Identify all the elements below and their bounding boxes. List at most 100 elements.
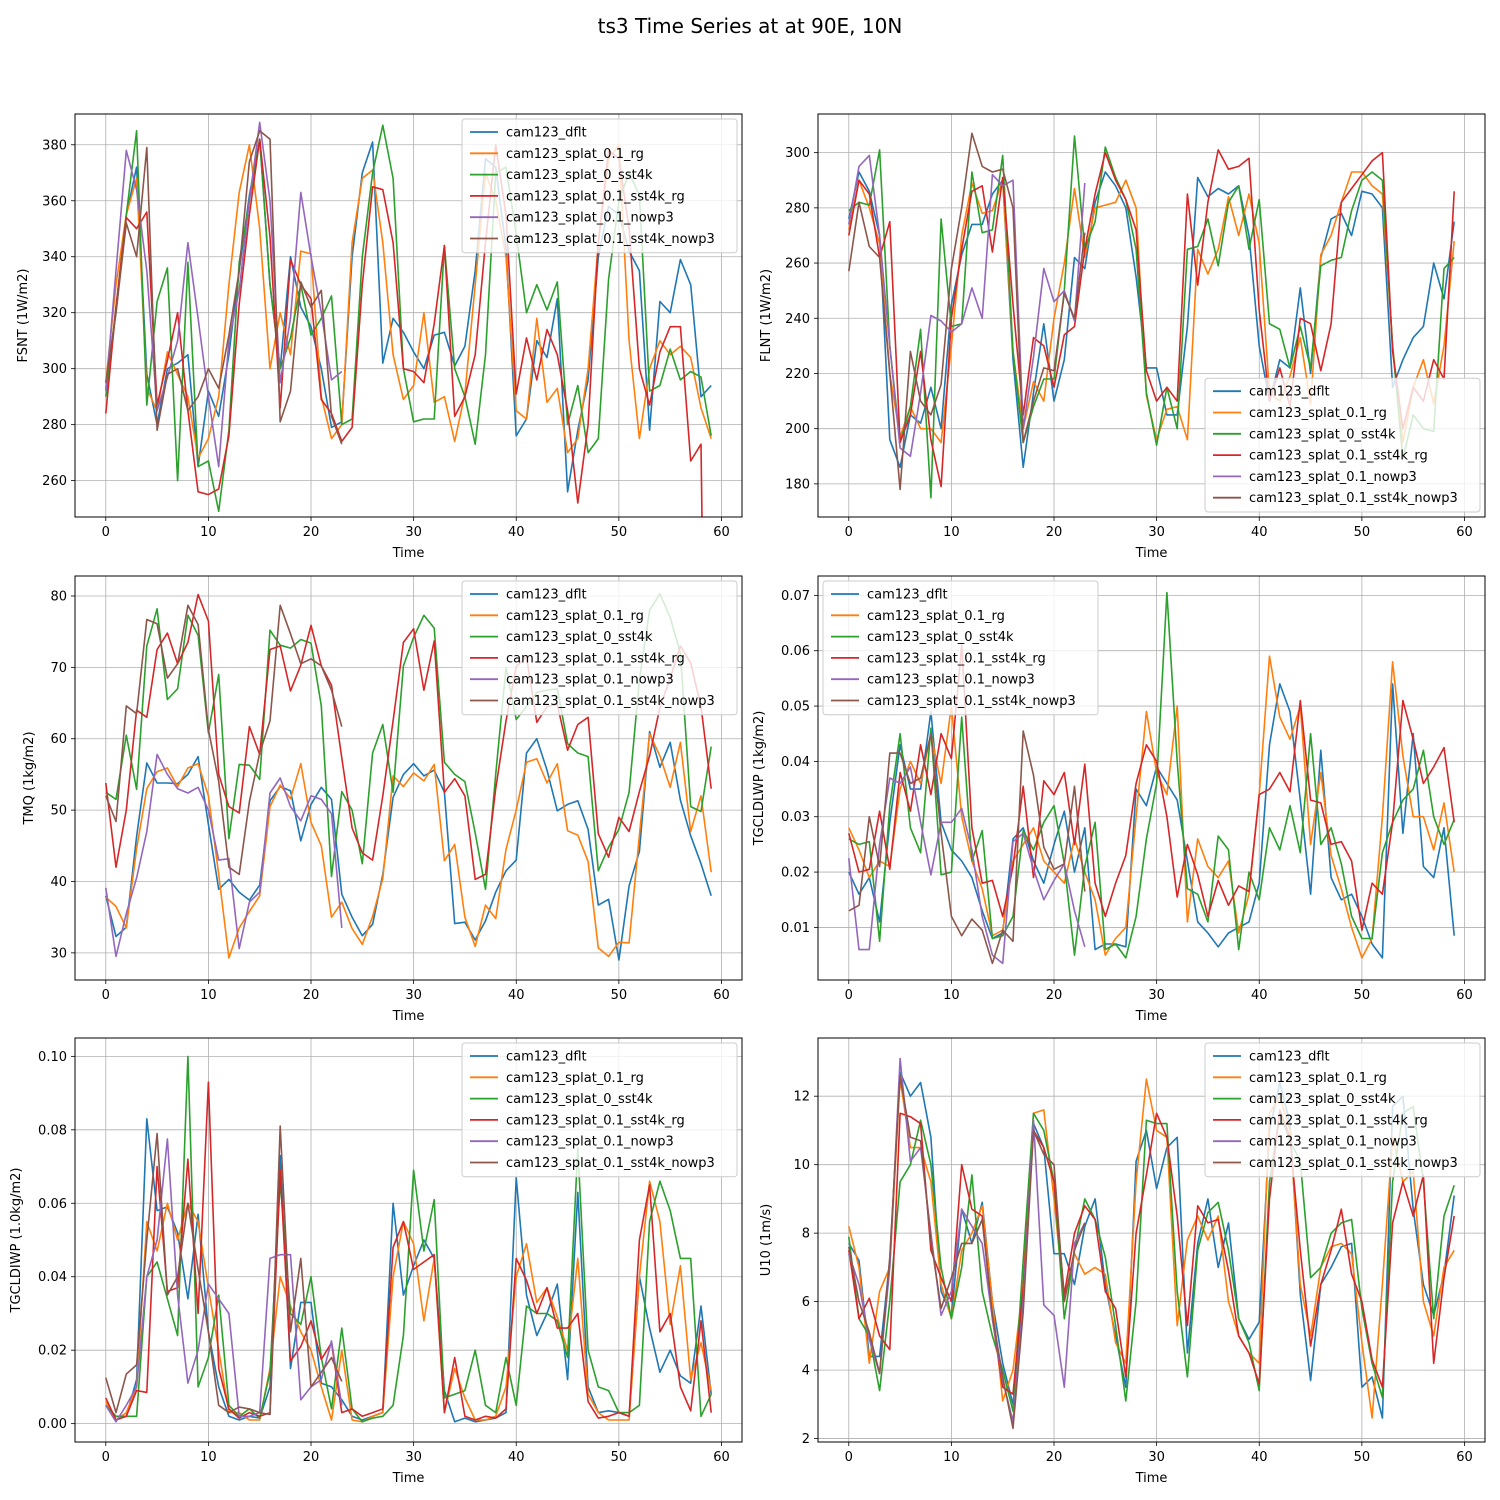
legend-label-4: cam123_splat_0.1_sst4k_rg xyxy=(506,189,685,204)
x-axis-label: Time xyxy=(1135,1009,1168,1024)
y-tick-label: 0.04 xyxy=(38,1270,67,1285)
axes-frame xyxy=(817,575,1486,981)
legend-label-3: cam123_splat_0_sst4k xyxy=(1249,427,1396,442)
legend-label-2: cam123_splat_0.1_rg xyxy=(506,609,644,624)
x-tick-label: 10 xyxy=(943,988,960,1003)
panel-4: 0 10 20 30 40 50 60 0.01 0.02 0.03 0.04 0.05 0.06 0.0… xyxy=(752,575,1486,1024)
y-tick-label: 340 xyxy=(42,250,67,265)
y-tick-label: 0.05 xyxy=(781,700,810,715)
x-tick-label: 50 xyxy=(1354,988,1371,1003)
x-tick-label: 0 xyxy=(845,1450,853,1465)
x-tick-label: 20 xyxy=(303,525,320,540)
series-line-4 xyxy=(848,1109,1455,1395)
legend-label-2: cam123_splat_0.1_rg xyxy=(867,609,1005,624)
legend: cam123_dflt cam123_splat_0.1_rg cam123_spl… xyxy=(822,580,1099,716)
y-tick-label: 0.00 xyxy=(38,1417,67,1432)
legend-label-1: cam123_dflt xyxy=(506,588,587,603)
x-tick-label: 20 xyxy=(303,1450,320,1465)
x-tick-label: 60 xyxy=(713,1450,730,1465)
y-tick-label: 360 xyxy=(42,194,67,209)
x-axis-label: Time xyxy=(1135,546,1168,561)
legend-label-1: cam123_dflt xyxy=(1249,1050,1330,1065)
x-tick-label: 30 xyxy=(1148,525,1165,540)
y-tick-label: 0.08 xyxy=(38,1123,67,1138)
series-line-4 xyxy=(848,149,1455,488)
legend: cam123_dflt cam123_splat_0.1_rg cam123_spl… xyxy=(461,118,738,254)
y-tick-label: 0.03 xyxy=(781,810,810,825)
legend-label-6: cam123_splat_0.1_sst4k_nowp3 xyxy=(1249,491,1458,506)
axes-frame xyxy=(74,1037,743,1443)
legend-label-4: cam123_splat_0.1_sst4k_rg xyxy=(867,651,1046,666)
legend-label-4: cam123_splat_0.1_sst4k_rg xyxy=(506,651,685,666)
y-axis-label: FSNT (1W/m2) xyxy=(16,269,31,363)
panel-5: 0 10 20 30 40 50 60 0.00 0.02 0.04 0.06 0.08 0.10 Tim… xyxy=(9,1037,743,1486)
x-tick-label: 60 xyxy=(1456,525,1473,540)
axes-frame xyxy=(74,113,743,518)
x-tick-label: 30 xyxy=(1148,988,1165,1003)
y-tick-label: 0.01 xyxy=(781,921,810,936)
y-tick-label: 0.06 xyxy=(38,1197,67,1212)
series-line-1 xyxy=(848,171,1455,469)
x-tick-label: 40 xyxy=(1251,988,1268,1003)
y-tick-label: 320 xyxy=(42,306,67,321)
series-line-6 xyxy=(848,730,1086,965)
legend-label-6: cam123_splat_0.1_sst4k_nowp3 xyxy=(1249,1156,1458,1171)
series-line-5 xyxy=(848,1057,1086,1423)
y-tick-label: 4 xyxy=(802,1364,810,1379)
series-line-6 xyxy=(105,1125,343,1416)
series-line-6 xyxy=(105,604,343,876)
y-axis-label: FLNT (1W/m2) xyxy=(759,269,774,362)
y-axis-label: TGCLDLWP (1kg/m2) xyxy=(752,711,767,847)
legend-label-3: cam123_splat_0_sst4k xyxy=(506,630,653,645)
series-group xyxy=(105,1055,712,1423)
x-tick-label: 50 xyxy=(611,988,628,1003)
x-tick-label: 10 xyxy=(943,525,960,540)
x-tick-label: 0 xyxy=(102,988,110,1003)
legend-label-5: cam123_splat_0.1_nowp3 xyxy=(506,211,674,226)
legend-label-1: cam123_dflt xyxy=(506,126,587,141)
legend-box xyxy=(1204,377,1481,513)
series-line-1 xyxy=(848,683,1455,959)
legend-label-2: cam123_splat_0.1_rg xyxy=(1249,406,1387,421)
y-tick-label: 6 xyxy=(802,1295,810,1310)
x-tick-label: 50 xyxy=(611,1450,628,1465)
x-tick-label: 30 xyxy=(1148,1450,1165,1465)
x-tick-label: 20 xyxy=(1046,525,1063,540)
legend-label-5: cam123_splat_0.1_nowp3 xyxy=(867,673,1035,688)
series-line-3 xyxy=(105,1055,712,1423)
series-group xyxy=(848,132,1455,499)
legend-label-4: cam123_splat_0.1_sst4k_rg xyxy=(1249,449,1428,464)
series-line-6 xyxy=(848,1074,1086,1430)
series-line-1 xyxy=(105,730,712,961)
x-tick-label: 30 xyxy=(405,525,422,540)
series-line-5 xyxy=(848,154,1086,458)
legend-label-5: cam123_splat_0.1_nowp3 xyxy=(1249,1135,1417,1150)
legend-label-1: cam123_dflt xyxy=(1249,385,1330,400)
legend: cam123_dflt cam123_splat_0.1_rg cam123_spl… xyxy=(461,580,738,716)
y-tick-label: 260 xyxy=(785,257,810,272)
legend-label-1: cam123_dflt xyxy=(506,1050,587,1065)
axes-frame xyxy=(74,575,743,981)
x-axis-label: Time xyxy=(392,1009,425,1024)
series-line-2 xyxy=(848,655,1455,959)
x-tick-label: 10 xyxy=(200,1450,217,1465)
x-tick-label: 50 xyxy=(1354,525,1371,540)
legend-label-4: cam123_splat_0.1_sst4k_rg xyxy=(1249,1113,1428,1128)
x-tick-label: 10 xyxy=(200,988,217,1003)
y-tick-label: 40 xyxy=(50,875,67,890)
y-axis-label: TGCLDIWP (1.0kg/m2) xyxy=(9,1168,24,1314)
series-line-4 xyxy=(848,644,1455,932)
x-tick-label: 60 xyxy=(713,525,730,540)
y-tick-label: 0.07 xyxy=(781,589,810,604)
x-tick-label: 60 xyxy=(1456,1450,1473,1465)
y-tick-label: 0.10 xyxy=(38,1050,67,1065)
y-tick-label: 0.04 xyxy=(781,755,810,770)
series-line-6 xyxy=(848,132,1086,491)
legend-box xyxy=(461,580,738,716)
axes-frame xyxy=(817,1037,1486,1443)
legend: cam123_dflt cam123_splat_0.1_rg cam123_spl… xyxy=(1204,377,1481,513)
legend: cam123_dflt cam123_splat_0.1_rg cam123_spl… xyxy=(1204,1042,1481,1178)
panel-6: 0 10 20 30 40 50 60 2 4 6 8 10 12 Time U10 (1m/s) cam12… xyxy=(759,1037,1486,1486)
y-tick-label: 300 xyxy=(785,146,810,161)
series-line-4 xyxy=(105,593,712,881)
